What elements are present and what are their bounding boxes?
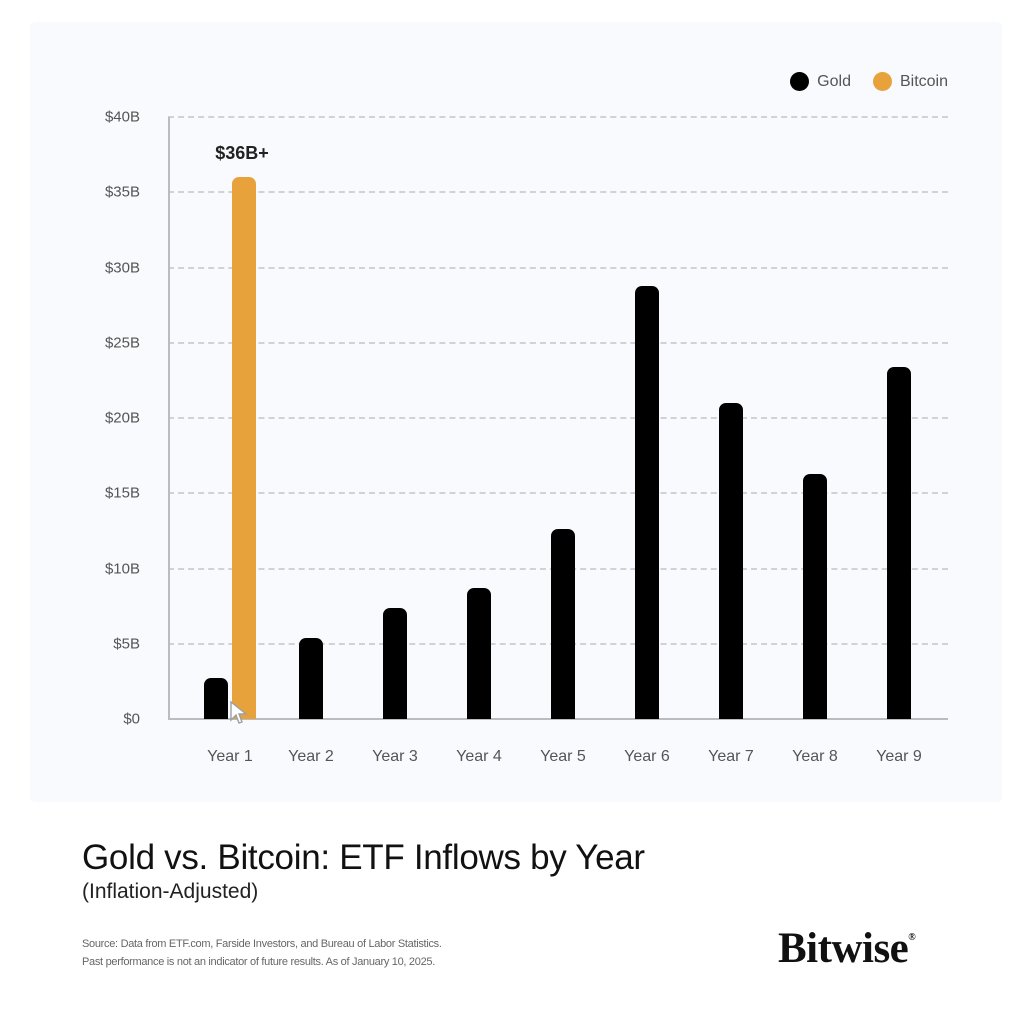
gold-bar-8 xyxy=(803,473,827,719)
chart-subtitle: (Inflation-Adjusted) xyxy=(82,880,259,903)
y-tick-label: $30B xyxy=(104,259,140,276)
legend-label: Gold xyxy=(817,72,851,90)
y-tick-label: $40B xyxy=(104,108,140,126)
legend-label: Bitcoin xyxy=(899,72,948,90)
x-axis-line xyxy=(168,718,948,720)
gridline xyxy=(168,341,948,344)
gridline xyxy=(168,116,948,118)
gold-bar-3 xyxy=(383,607,407,719)
y-tick-label: $15B xyxy=(104,484,140,502)
gold-bar-2 xyxy=(299,637,323,719)
bitwise-logo: Bitwise® xyxy=(778,924,916,973)
gold-bar-6 xyxy=(635,285,659,719)
chart-panel xyxy=(30,22,1002,802)
x-tick-label: Year 4 xyxy=(456,748,502,765)
gridline xyxy=(168,266,948,269)
x-tick-label: Year 9 xyxy=(876,748,922,765)
gridline xyxy=(168,417,948,419)
x-tick-label: Year 2 xyxy=(288,748,334,765)
x-tick-label: Year 8 xyxy=(792,748,838,765)
x-tick-label: Year 1 xyxy=(207,748,253,765)
gridline xyxy=(168,492,948,495)
bitcoin-bar-1 xyxy=(232,177,256,719)
gridline xyxy=(168,191,948,194)
y-axis-line xyxy=(168,117,170,720)
chart-legend: Gold Bitcoin xyxy=(790,72,948,91)
gold-bar-7 xyxy=(719,402,743,719)
x-tick-label: Year 7 xyxy=(708,748,754,765)
y-tick-label: $25B xyxy=(104,334,140,352)
x-tick-label: Year 3 xyxy=(372,748,418,765)
gold-bar-9 xyxy=(887,366,911,719)
source-note: Source: Data from ETF.com, Farside Inves… xyxy=(82,935,442,971)
registered-mark: ® xyxy=(908,932,916,943)
y-tick-label: $5B xyxy=(113,635,140,653)
y-tick-label: $10B xyxy=(104,560,140,577)
gold-bar-5 xyxy=(551,529,575,719)
bitcoin-value-annotation: $36B+ xyxy=(215,143,269,164)
x-tick-label: Year 5 xyxy=(540,748,586,765)
source-line-2: Past performance is not an indicator of … xyxy=(82,956,435,968)
y-tick-label: $35B xyxy=(104,183,140,201)
source-line-1: Source: Data from ETF.com, Farside Inves… xyxy=(82,938,442,950)
gold-bar-4 xyxy=(467,588,491,719)
y-tick-label: $20B xyxy=(104,409,140,427)
legend-item-gold: Gold xyxy=(790,72,851,91)
legend-item-bitcoin: Bitcoin xyxy=(872,72,948,91)
legend-swatch-icon xyxy=(872,72,892,91)
x-tick-label: Year 6 xyxy=(624,748,670,765)
brand-name: Bitwise xyxy=(778,925,909,972)
gold-bar-1 xyxy=(204,678,228,719)
legend-swatch-icon xyxy=(790,72,810,91)
y-tick-label: $0 xyxy=(123,710,140,728)
chart-title: Gold vs. Bitcoin: ETF Inflows by Year xyxy=(82,838,645,877)
